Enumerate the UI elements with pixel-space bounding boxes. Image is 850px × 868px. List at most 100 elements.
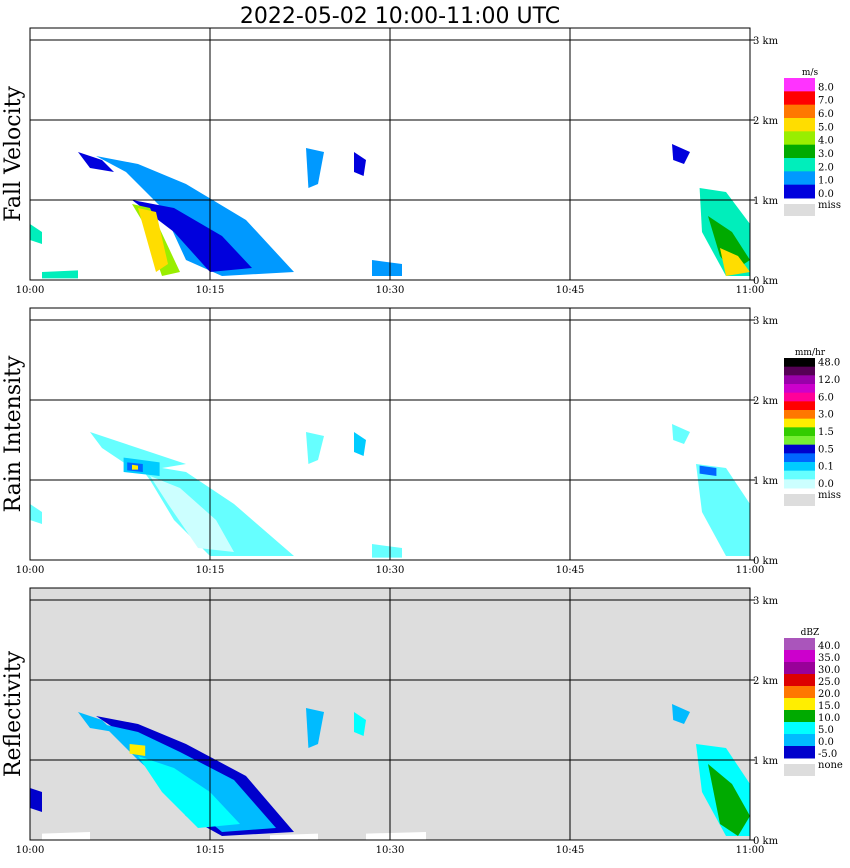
echo-region-12	[270, 833, 318, 840]
grid-lines	[30, 588, 750, 840]
panel-rain-intensity: 0 km 1 km 2 km 3 km 10:00 10:15 10:30 10:45 11:0…	[1, 307, 841, 576]
height-label: 1 km	[753, 756, 779, 767]
echo-region-7	[354, 152, 366, 176]
height-label: 0 km	[753, 276, 779, 287]
colorbar-label: 8.0	[818, 82, 834, 93]
echo-region-0	[96, 156, 294, 276]
colorbar-label: 1.5	[818, 427, 834, 438]
time-label: 10:15	[196, 565, 225, 576]
echo-region-8	[372, 260, 402, 276]
colorbar-label: 30.0	[818, 665, 840, 676]
height-label: 0 km	[753, 836, 779, 847]
colorbar-missing-label: none	[818, 760, 843, 771]
height-label: 3 km	[753, 316, 779, 327]
echo-region-3	[138, 208, 168, 272]
colorbar-swatch	[784, 436, 815, 446]
colorbar-swatch	[784, 710, 815, 723]
colorbar-swatch	[784, 118, 815, 132]
colorbar-swatch	[784, 418, 815, 428]
colorbar-missing-swatch	[784, 204, 815, 216]
height-label: 2 km	[753, 676, 779, 687]
colorbar-swatch	[784, 462, 815, 472]
colorbar-label: 25.0	[818, 677, 840, 688]
colorbar-label: 35.0	[818, 653, 840, 664]
time-label: 10:30	[376, 565, 405, 576]
colorbar-swatch	[784, 427, 815, 437]
colorbar-label: 7.0	[818, 96, 834, 107]
echo-region-5	[30, 788, 42, 812]
plot-frame	[29, 27, 751, 281]
echo-region-1	[150, 476, 234, 552]
echo-region-6	[306, 708, 324, 748]
echo-region-3	[129, 744, 146, 756]
echo-region-8	[372, 544, 402, 558]
panel-fall-velocity: 0 km 1 km 2 km 3 km 10:00 10:15 10:30 10:45 11:0…	[1, 27, 841, 296]
colorbar-label: 0.0	[818, 479, 834, 490]
colorbar-label: 6.0	[818, 392, 834, 403]
colorbar-swatch	[784, 746, 815, 759]
colorbar-label: 6.0	[818, 109, 834, 120]
height-label: 3 km	[753, 36, 779, 47]
echo-layer	[30, 424, 750, 558]
echo-region-4	[78, 712, 114, 732]
height-label: 2 km	[753, 116, 779, 127]
time-label: 10:00	[16, 845, 45, 856]
time-label: 11:00	[736, 845, 765, 856]
colorbar-label: 5.0	[818, 725, 834, 736]
echo-region-8	[672, 704, 690, 724]
echo-region-6	[306, 432, 324, 464]
colorbar-swatch	[784, 144, 815, 159]
echo-region-6	[306, 148, 324, 188]
colorbar-unit: dBZ	[801, 628, 820, 638]
colorbar-missing-label: miss	[818, 200, 841, 211]
colorbar-swatch	[784, 410, 815, 420]
colorbar-swatch	[784, 366, 815, 376]
height-label: 0 km	[753, 556, 779, 567]
colorbar-swatch	[784, 686, 815, 699]
colorbar-swatch	[784, 479, 815, 489]
echo-region-1	[132, 200, 252, 272]
colorbar-label: 20.0	[818, 689, 840, 700]
colorbar-label: 40.0	[818, 641, 840, 652]
colorbar-swatch	[784, 698, 815, 711]
colorbar-label: 5.0	[818, 122, 834, 133]
height-label: 1 km	[753, 476, 779, 487]
colorbar-label: 0.0	[818, 737, 834, 748]
colorbar-label: 2.0	[818, 162, 834, 173]
colorbar-label: 10.0	[818, 713, 840, 724]
panels: 0 km 1 km 2 km 3 km 10:00 10:15 10:30 10:45 11:0…	[1, 27, 843, 856]
plot-frame	[29, 307, 751, 561]
panel-ylabel: Rain Intensity	[1, 355, 26, 512]
colorbar-unit: mm/hr	[795, 348, 826, 358]
panel-reflectivity: 0 km 1 km 2 km 3 km 10:00 10:15 10:30 10:45 11:0…	[1, 587, 843, 856]
colorbar-swatch	[784, 375, 815, 385]
time-label: 10:00	[16, 565, 45, 576]
echo-region-5	[42, 270, 78, 279]
colorbar-swatch	[784, 453, 815, 463]
echo-region-2	[90, 432, 186, 472]
colorbar-missing-label: miss	[818, 490, 841, 501]
time-label: 10:15	[196, 285, 225, 296]
colorbar-swatch	[784, 444, 815, 454]
colorbar-swatch	[784, 358, 815, 368]
grid-lines	[30, 28, 750, 280]
colorbar-swatch	[784, 662, 815, 675]
echo-region-13	[30, 224, 42, 244]
colorbar-label: 0.1	[818, 462, 834, 473]
colorbar-missing-swatch	[784, 764, 815, 776]
colorbar-swatch	[784, 131, 815, 146]
echo-region-12	[720, 248, 750, 276]
echo-region-7	[354, 712, 366, 736]
grid-lines	[30, 308, 750, 560]
echo-region-5	[132, 464, 138, 470]
colorbar-swatch	[784, 401, 815, 411]
colorbar-swatch	[784, 158, 815, 172]
colorbar-swatch	[784, 392, 815, 402]
colorbar-label: 4.0	[818, 136, 834, 147]
colorbar-swatch	[784, 470, 815, 480]
time-label: 11:00	[736, 285, 765, 296]
colorbar-label: 3.0	[818, 149, 834, 160]
colorbar-missing-swatch	[784, 494, 815, 506]
